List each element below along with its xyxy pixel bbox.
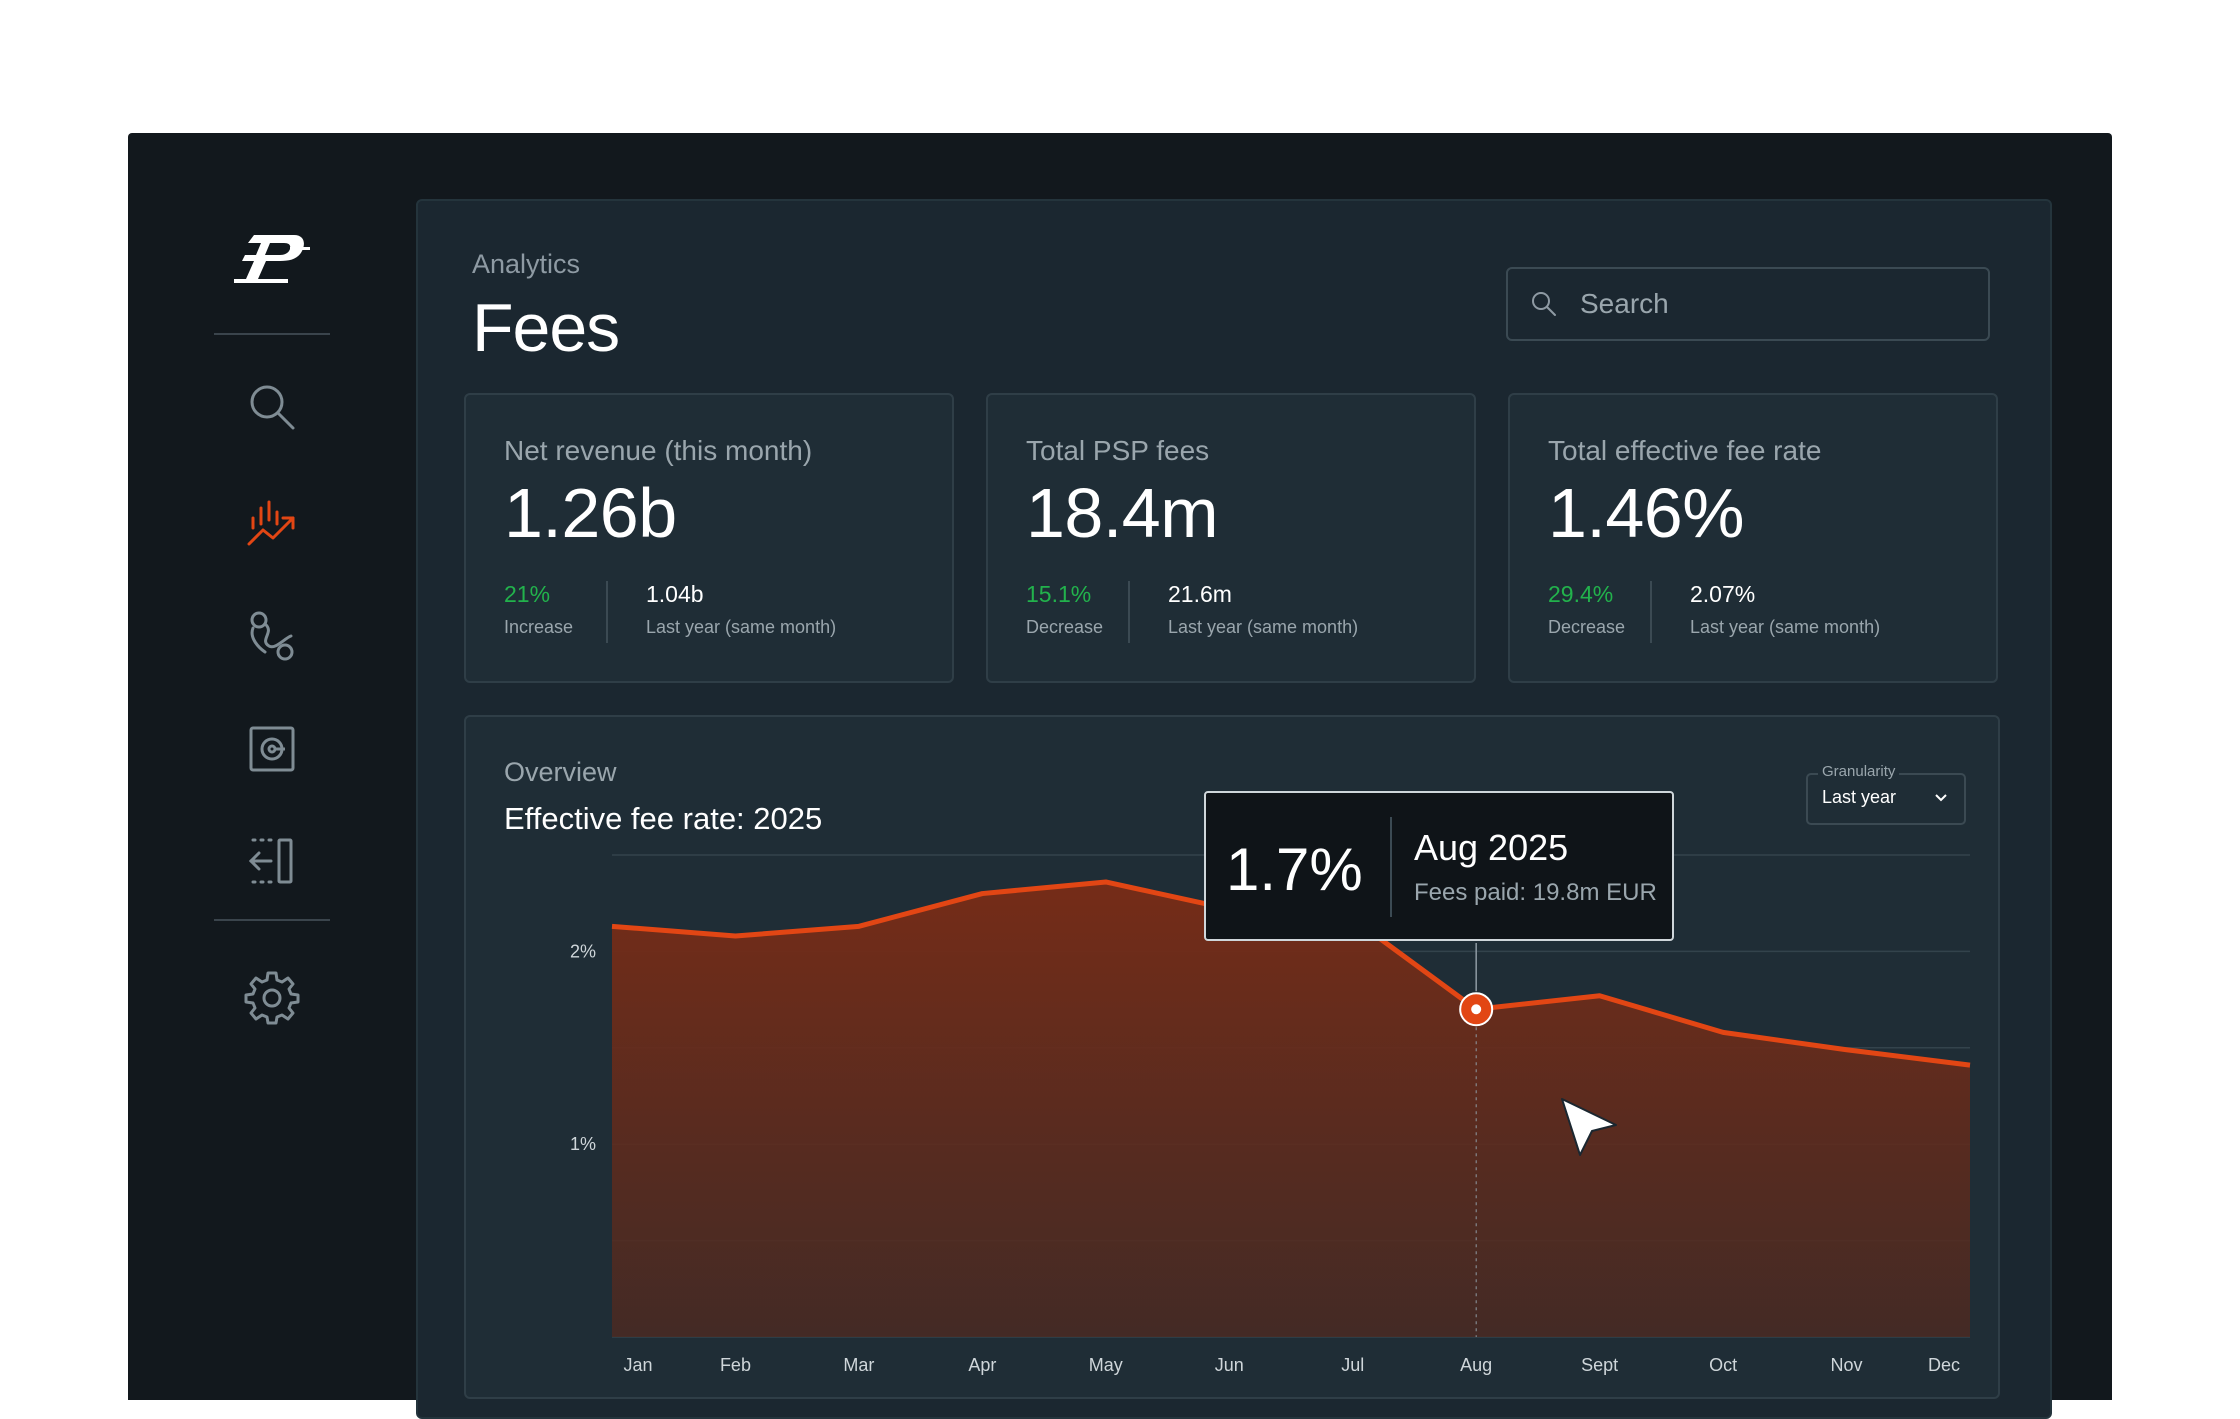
x-tick-label: Apr [968, 1355, 996, 1375]
search-icon [1532, 292, 1556, 316]
x-tick-label: Jul [1341, 1355, 1364, 1375]
x-tick-label: Mar [843, 1355, 874, 1375]
stat-label: Total effective fee rate [1548, 435, 1822, 466]
stat-change: 29.4% [1548, 581, 1614, 607]
stat-change-label: Decrease [1026, 617, 1104, 637]
sidebar-divider-bottom [214, 919, 330, 921]
stat-divider [1650, 581, 1652, 643]
vault-icon[interactable] [240, 717, 304, 781]
y-tick-label: 2% [570, 941, 596, 961]
stat-change-label: Decrease [1548, 617, 1626, 637]
tooltip-value: 1.7% [1226, 836, 1363, 903]
stat-card-net-revenue: Net revenue (this month) 1.26b 21% Incre… [464, 393, 954, 683]
breadcrumb[interactable]: Analytics [472, 249, 581, 279]
stat-divider [1128, 581, 1130, 643]
chart-title: Effective fee rate: 2025 [504, 801, 823, 836]
brand-logo[interactable] [232, 229, 312, 289]
stat-label: Total PSP fees [1026, 435, 1210, 466]
granularity-label: Granularity [1818, 763, 1900, 780]
chart-tooltip: 1.7% Aug 2025 Fees paid: 19.8m EUR [1204, 791, 1674, 941]
overview-label: Overview [504, 757, 617, 787]
x-tick-label: Oct [1709, 1355, 1737, 1375]
cursor-arrow-icon [1561, 1098, 1617, 1156]
sidebar [128, 133, 416, 1400]
page-title: Fees [472, 290, 620, 366]
tooltip-subtext: Fees paid: 19.8m EUR [1414, 879, 1657, 906]
search-icon[interactable] [240, 375, 304, 439]
x-tick-label: Feb [720, 1355, 751, 1375]
stat-prev-value: 21.6m [1168, 581, 1232, 607]
y-tick-label: 1% [570, 1134, 596, 1154]
collapse-icon[interactable] [240, 829, 304, 893]
x-tick-label: Nov [1831, 1355, 1863, 1375]
tooltip-divider [1390, 817, 1392, 917]
route-icon[interactable] [240, 603, 304, 667]
granularity-value: Last year [1822, 787, 1897, 807]
x-tick-label: Aug [1460, 1355, 1492, 1375]
stat-prev-value: 1.04b [646, 581, 704, 607]
stat-card-fee-rate: Total effective fee rate 1.46% 29.4% Dec… [1508, 393, 1998, 683]
x-tick-label: Jun [1215, 1355, 1244, 1375]
stat-label: Net revenue (this month) [504, 435, 813, 466]
search-input[interactable] [1580, 288, 1960, 320]
stat-value: 18.4m [1026, 474, 1219, 552]
chevron-down-icon [1935, 794, 1947, 802]
tooltip-date: Aug 2025 [1414, 827, 1569, 868]
stat-card-psp-fees: Total PSP fees 18.4m 15.1% Decrease 21.6… [986, 393, 1476, 683]
search-box[interactable] [1506, 267, 1990, 341]
stat-change-label: Increase [504, 617, 574, 637]
stat-value: 1.26b [504, 474, 677, 552]
stat-prev-label: Last year (same month) [1168, 617, 1359, 637]
x-tick-label: May [1089, 1355, 1123, 1375]
gear-icon[interactable] [240, 965, 304, 1029]
x-tick-label: Sept [1581, 1355, 1618, 1375]
highlight-point-center [1471, 1004, 1482, 1015]
stat-prev-label: Last year (same month) [1690, 617, 1881, 637]
stat-prev-value: 2.07% [1690, 581, 1756, 607]
sidebar-divider-top [214, 333, 330, 335]
series-area [612, 881, 1970, 1337]
granularity-select[interactable]: Granularity Last year [1806, 763, 1966, 825]
stat-change: 21% [504, 581, 551, 607]
stat-change: 15.1% [1026, 581, 1092, 607]
stat-divider [606, 581, 608, 643]
x-tick-label: Jan [623, 1355, 652, 1375]
analytics-icon[interactable] [240, 489, 304, 553]
x-tick-label: Dec [1928, 1355, 1960, 1375]
stat-value: 1.46% [1548, 474, 1744, 552]
stat-prev-label: Last year (same month) [646, 617, 837, 637]
app-window: Analytics Fees Net revenue (this month) … [128, 133, 2112, 1419]
